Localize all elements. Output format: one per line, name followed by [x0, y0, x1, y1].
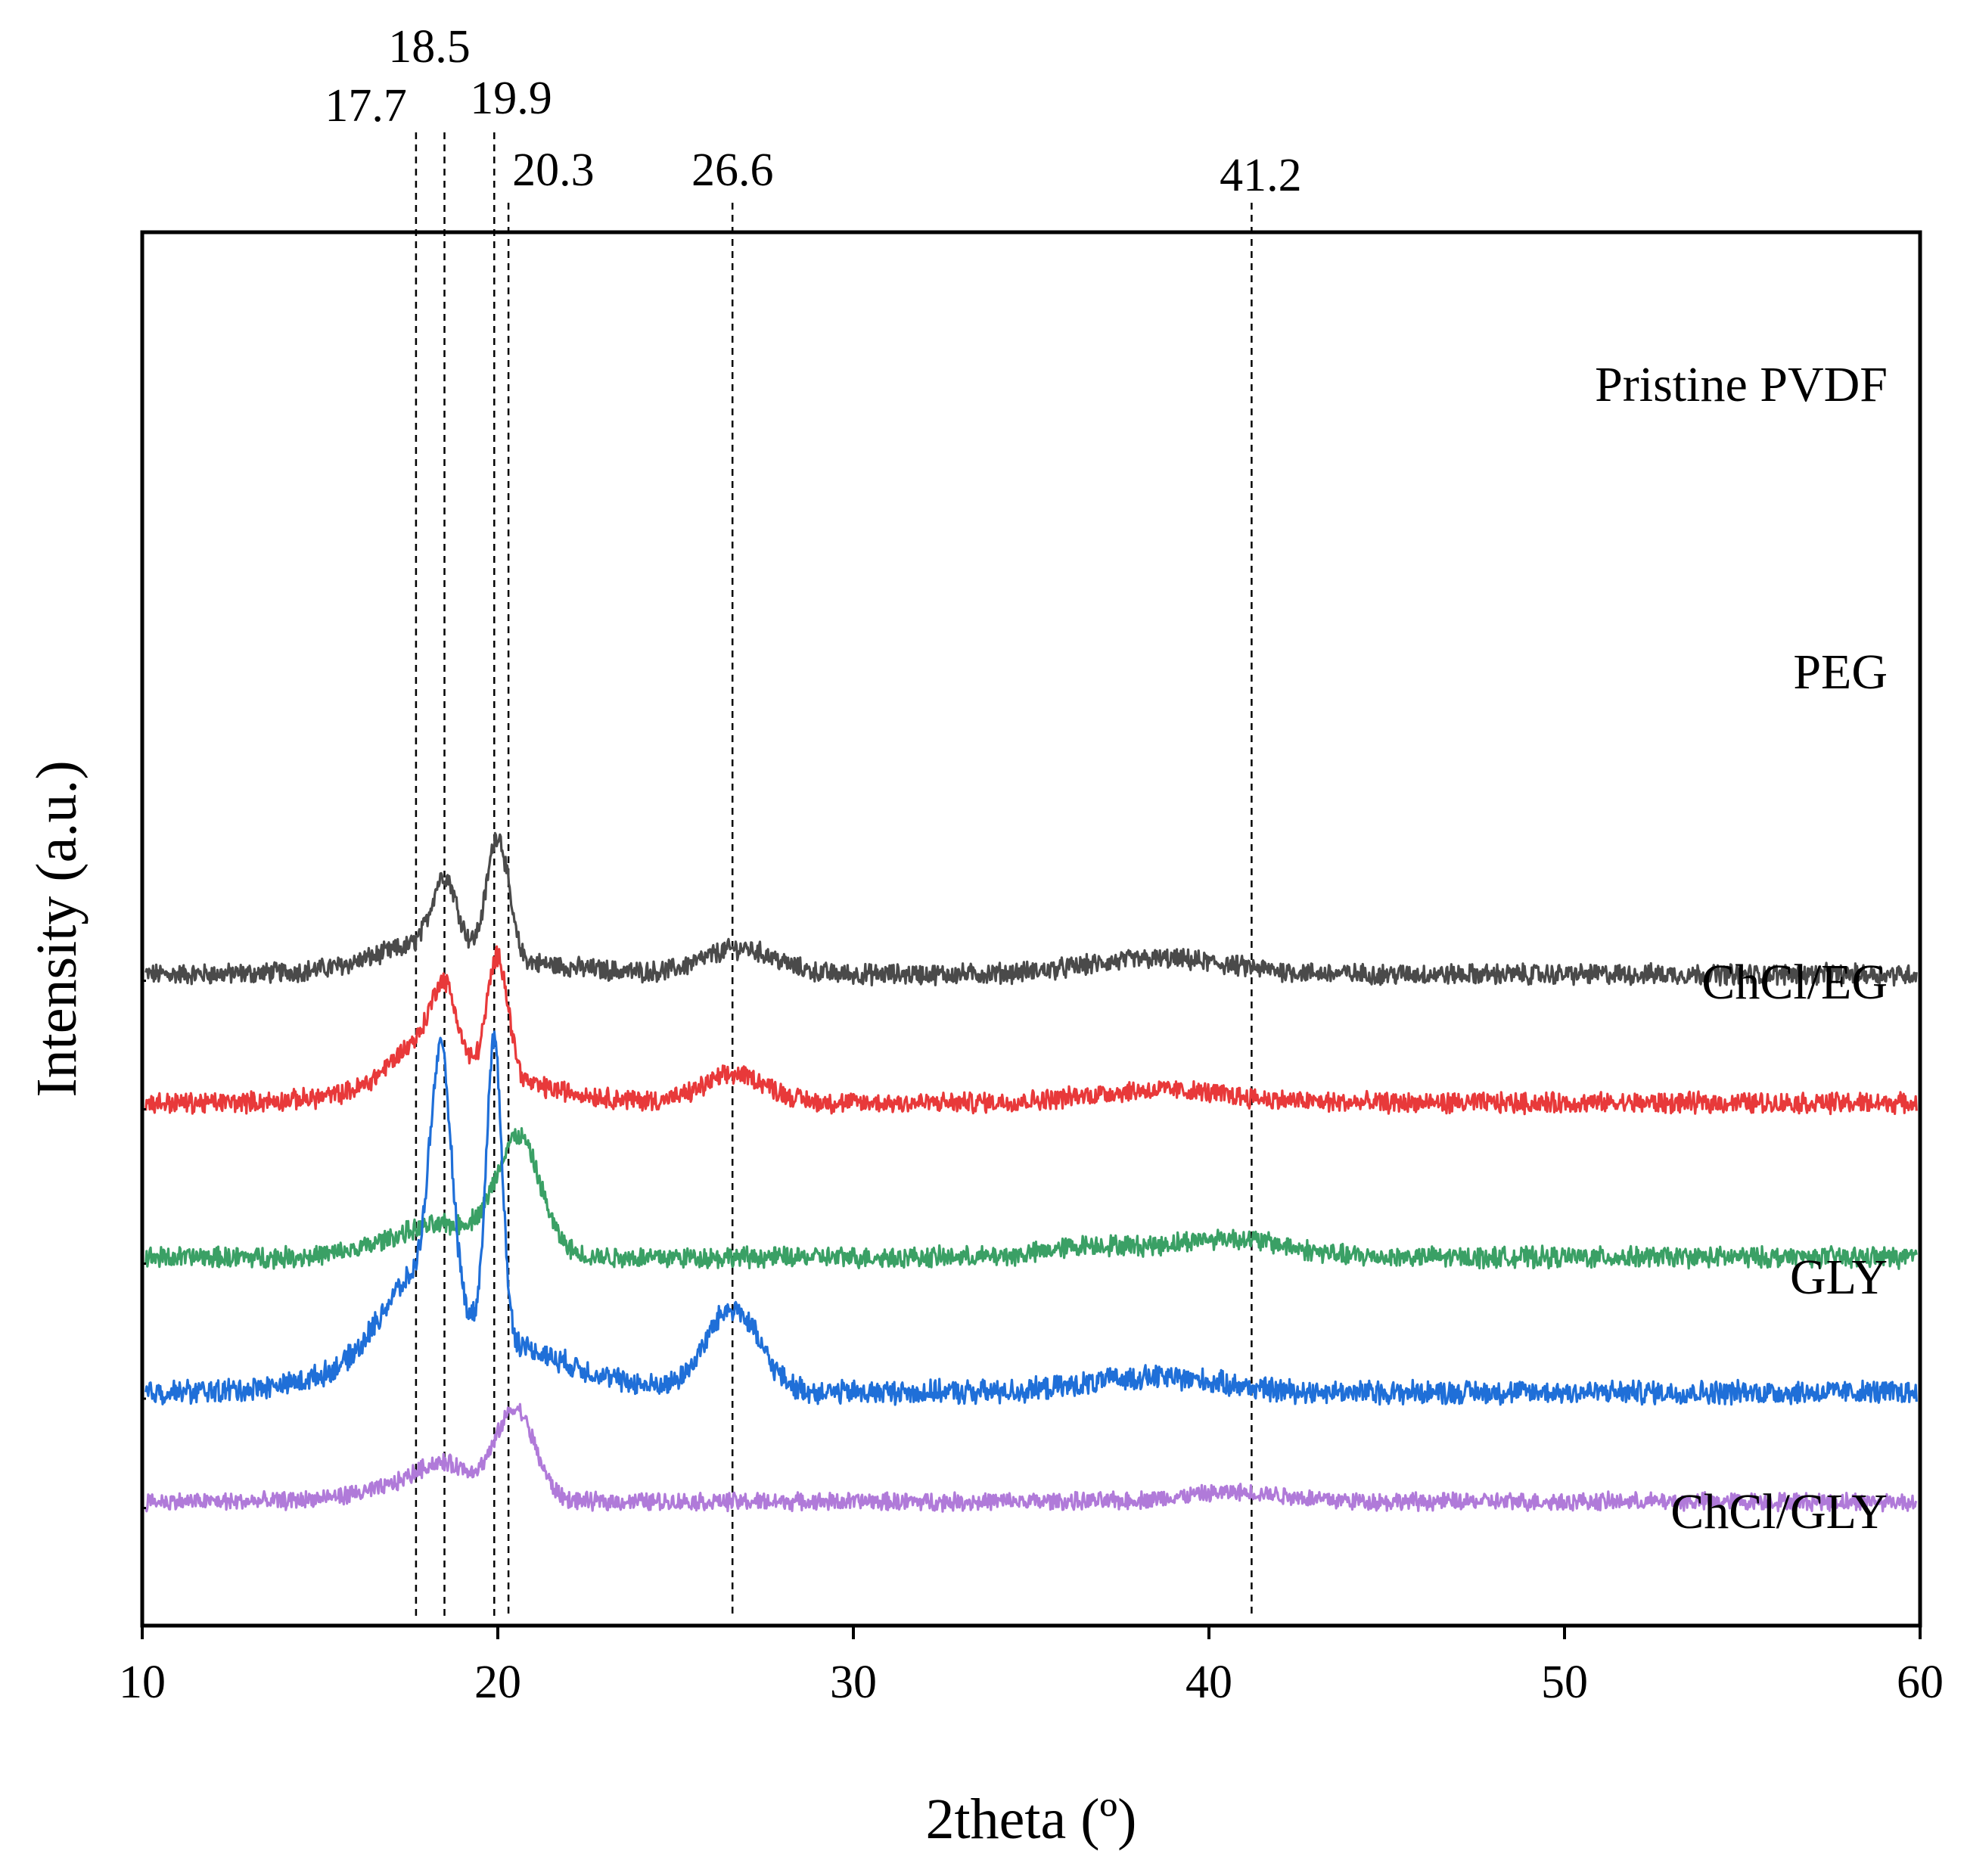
series-line-chcl-gly: [144, 1402, 1918, 1513]
series-line-gly: [144, 1030, 1918, 1406]
ref-label-19-9: 19.9: [470, 73, 552, 124]
plot-frame: [140, 230, 1922, 1628]
series-labels: Pristine PVDF PEG ChCl/EG GLY ChCl/GLY: [1595, 357, 1888, 1539]
x-axis-title: 2theta (º): [926, 1787, 1137, 1851]
x-tick-label-20: 20: [474, 1657, 521, 1708]
series-line-peg: [144, 945, 1918, 1116]
reference-lines: [415, 132, 1253, 1619]
x-axis-ticks: 10 20 30 40 50 60: [119, 1626, 1944, 1708]
series-line-chcl-eg: [144, 1126, 1918, 1270]
ref-label-17-7: 17.7: [325, 80, 407, 132]
x-tick-label-40: 40: [1185, 1657, 1232, 1708]
series-label-peg: PEG: [1793, 644, 1888, 700]
x-tick-label-30: 30: [830, 1657, 877, 1708]
reference-labels: 17.7 18.519.9 20.3 26.6 41.2: [325, 21, 1301, 201]
y-axis-marks: [142, 980, 146, 1509]
ref-label-18-5: 18.5: [388, 21, 471, 73]
y-axis-title: Intensity (a.u.): [25, 760, 89, 1097]
series-lines: [144, 831, 1918, 1513]
series-label-chcl-gly: ChCl/GLY: [1670, 1484, 1888, 1539]
x-tick-label-50: 50: [1541, 1657, 1588, 1708]
series-line-pristine-pvdf: [144, 831, 1918, 987]
ref-label-41-2: 41.2: [1220, 150, 1302, 201]
ref-label-26-6: 26.6: [691, 144, 774, 196]
x-tick-label-10: 10: [119, 1657, 166, 1708]
x-tick-label-60: 60: [1897, 1657, 1944, 1708]
ref-label-20-3: 20.3: [512, 144, 595, 196]
series-label-pristine-pvdf: Pristine PVDF: [1595, 357, 1888, 412]
series-label-gly: GLY: [1790, 1250, 1888, 1305]
series-label-chcl-eg: ChCl/EG: [1701, 955, 1888, 1010]
